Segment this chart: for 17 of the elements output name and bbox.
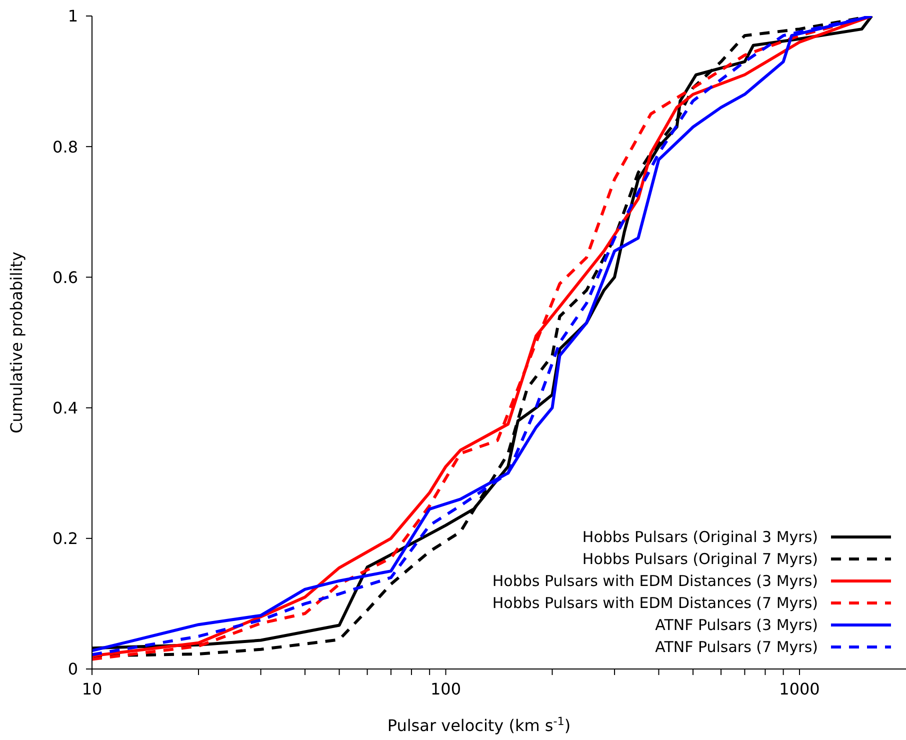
legend-label: Hobbs Pulsars (Original 3 Myrs) bbox=[582, 528, 818, 546]
y-tick-label: 0 bbox=[68, 660, 78, 679]
x-tick-label: 100 bbox=[430, 679, 462, 698]
legend-label: Hobbs Pulsars with EDM Distances (7 Myrs) bbox=[492, 594, 818, 612]
y-tick-label: 0.2 bbox=[52, 529, 78, 548]
x-tick-label: 1000 bbox=[779, 679, 820, 698]
x-tick-label: 10 bbox=[82, 679, 102, 698]
x-axis-title: Pulsar velocity (km s$^{-1}$) bbox=[387, 714, 571, 735]
legend-label: Hobbs Pulsars with EDM Distances (3 Myrs) bbox=[492, 572, 818, 590]
legend-label: ATNF Pulsars (7 Myrs) bbox=[655, 638, 818, 656]
y-tick-label: 1 bbox=[68, 6, 78, 26]
legend-label: Hobbs Pulsars (Original 7 Myrs) bbox=[582, 550, 818, 568]
y-tick-label: 0.6 bbox=[52, 268, 78, 287]
y-tick-label: 0.4 bbox=[52, 398, 78, 418]
legend-label: ATNF Pulsars (3 Myrs) bbox=[655, 616, 818, 634]
y-axis-title: Cumulative probability bbox=[7, 252, 26, 434]
y-tick-label: 0.8 bbox=[52, 137, 78, 156]
